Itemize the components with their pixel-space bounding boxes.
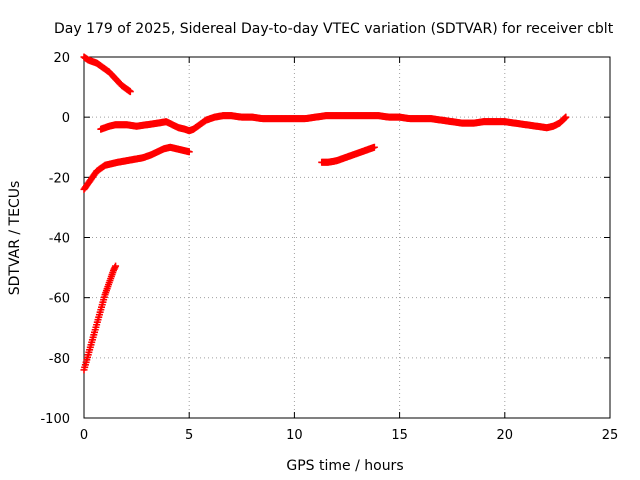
y-tick-label: -40 (49, 232, 70, 247)
x-tick-label: 10 (286, 428, 303, 443)
data-series (80, 143, 193, 193)
chart-title: Day 179 of 2025, Sidereal Day-to-day VTE… (54, 21, 614, 37)
x-tick-label: 25 (602, 428, 619, 443)
x-tick-label: 0 (80, 428, 88, 443)
data-point (185, 148, 193, 156)
x-tick-label: 20 (497, 428, 514, 443)
series-layer (80, 53, 570, 374)
data-point (562, 113, 570, 121)
data-point (370, 143, 378, 151)
y-tick-label: -60 (49, 292, 70, 307)
ticks: 0 5 10 15 20 25 -100 -80 -60 -40 -20 0 20 (40, 51, 618, 443)
x-axis-title: GPS time / hours (286, 458, 403, 474)
data-point (112, 262, 120, 270)
data-series (97, 112, 570, 135)
data-series (318, 143, 378, 166)
y-tick-label: -20 (49, 171, 70, 186)
y-axis-title: SDTVAR / TECUs (7, 181, 23, 296)
x-tick-label: 5 (185, 428, 193, 443)
data-series (80, 262, 120, 374)
y-tick-label: 20 (53, 51, 70, 66)
y-tick-label: 0 (62, 111, 70, 126)
data-point (126, 88, 134, 96)
x-tick-label: 15 (391, 428, 408, 443)
y-tick-label: -80 (49, 352, 70, 367)
plot-frame (83, 56, 611, 419)
grid (84, 57, 610, 418)
y-tick-label: -100 (40, 412, 70, 427)
data-series (80, 53, 134, 96)
